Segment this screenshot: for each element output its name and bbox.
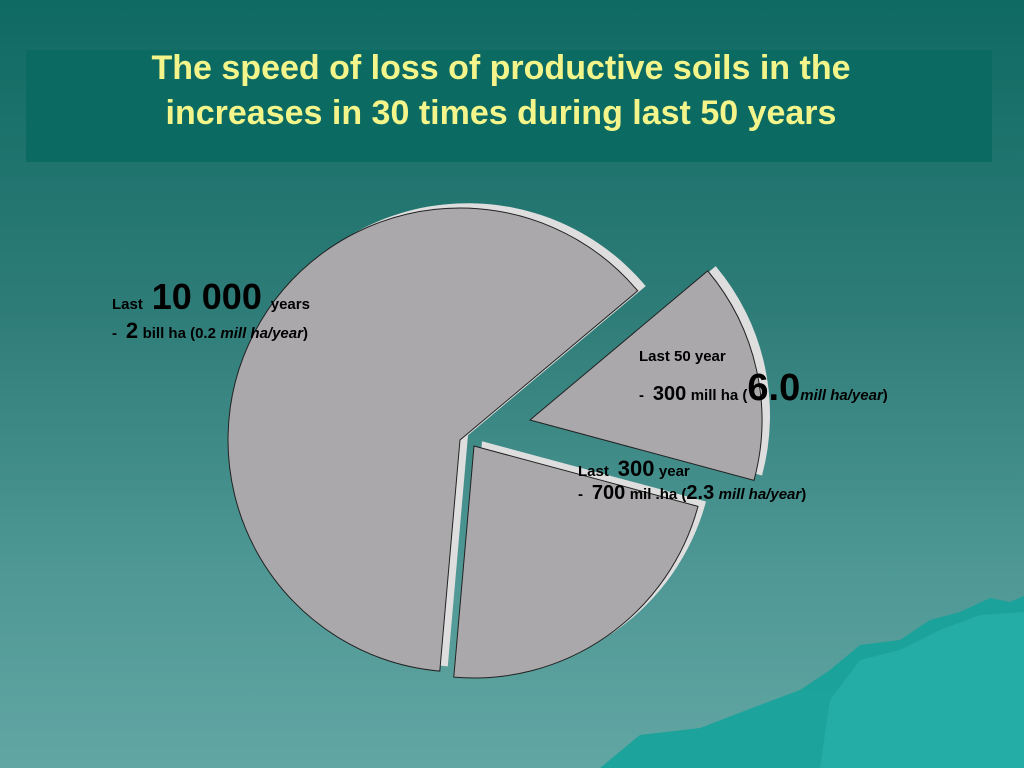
label-amount-unit: bill ha (0.2	[142, 325, 216, 342]
title-band	[26, 50, 992, 162]
label-dash: -	[578, 486, 583, 503]
label-close: )	[302, 325, 308, 342]
pie-slices	[227, 203, 770, 679]
label-line1: Last 50 year	[639, 348, 726, 365]
mountain-highlight	[820, 612, 1024, 768]
label-close: )	[801, 486, 807, 503]
label-number: 300	[617, 456, 655, 481]
label-close: )	[882, 387, 888, 404]
slice-10000-years	[227, 207, 639, 672]
label-rate-unit: mill ha/year	[800, 387, 883, 404]
label-10000-years: Last 10 000 years - 2 bill ha (0.2 mill …	[112, 276, 310, 344]
label-dash: -	[112, 325, 117, 342]
slide-title: The speed of loss of productive soils in…	[26, 46, 1006, 136]
slice-300-year	[453, 445, 699, 679]
label-rate-unit: mill ha/year	[718, 486, 802, 503]
label-amount: 300	[652, 383, 687, 405]
label-last: Last	[112, 296, 143, 313]
title-line-1: The speed of loss of productive soils in…	[151, 49, 851, 87]
label-last: Last	[578, 463, 609, 480]
label-rate-unit: mill ha/year	[220, 325, 303, 342]
label-amount: 2	[125, 318, 139, 343]
label-rate: 2.3	[686, 482, 715, 504]
label-amount-unit: mill ha (	[690, 387, 748, 404]
label-300-year: Last 300 year - 700 mil .ha (2.3 mill ha…	[578, 456, 806, 505]
label-unit: years	[270, 296, 310, 313]
label-50-year: Last 50 year - 300 mill ha (6.0mill ha/y…	[639, 348, 888, 410]
label-rate: 6.0	[747, 367, 801, 409]
slice-50-year	[528, 270, 763, 481]
label-dash: -	[639, 387, 644, 404]
label-unit: year	[658, 463, 690, 480]
label-amount-unit: mil .ha (	[629, 486, 687, 503]
label-amount: 700	[591, 482, 626, 504]
title-line-2: increases in 30 times during last 50 yea…	[165, 94, 837, 132]
label-number: 10 000	[151, 276, 262, 317]
